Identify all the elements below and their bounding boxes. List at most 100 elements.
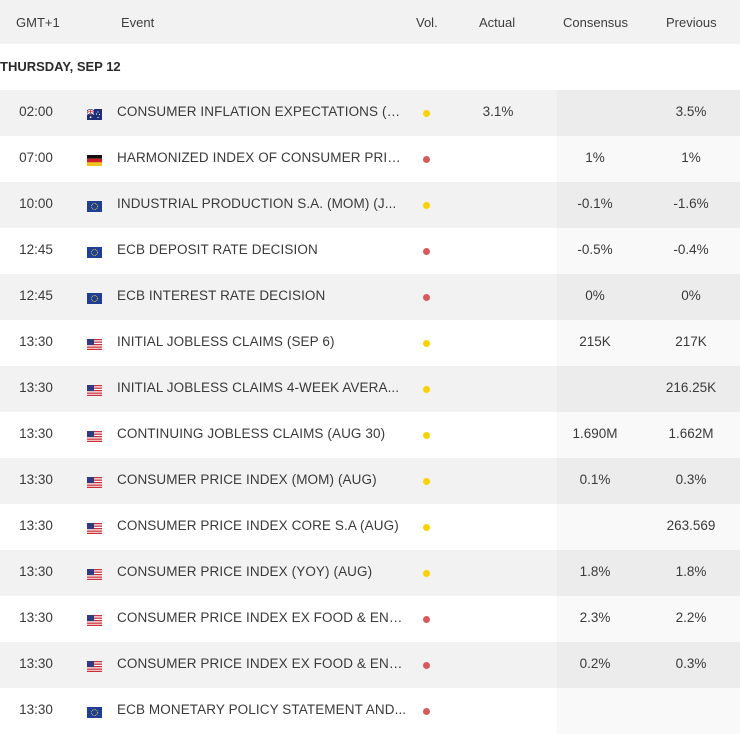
- event-time: 13:30: [19, 380, 53, 395]
- event-name[interactable]: HARMONIZED INDEX OF CONSUMER PRIC...: [117, 150, 407, 165]
- us-flag-icon: [87, 476, 102, 488]
- volatility-dot-icon: [423, 616, 430, 623]
- event-name[interactable]: ECB MONETARY POLICY STATEMENT AND...: [117, 702, 407, 717]
- event-time: 12:45: [19, 288, 53, 303]
- event-column-header: Event: [121, 15, 155, 30]
- event-name[interactable]: INITIAL JOBLESS CLAIMS 4-WEEK AVERA...: [117, 380, 400, 395]
- actual-column-header: Actual: [479, 15, 516, 30]
- event-name[interactable]: CONSUMER PRICE INDEX CORE S.A (AUG): [117, 518, 399, 533]
- consensus-value: 215K: [579, 334, 611, 349]
- values-shade: [557, 688, 740, 734]
- timezone-header[interactable]: GMT+1: [16, 15, 60, 30]
- event-row[interactable]: 13:30 CONSUMER PRICE INDEX (MOM) (AUG) 0.1…: [0, 458, 740, 504]
- volatility-dot-icon: [423, 708, 430, 715]
- event-row[interactable]: 02:00 CONSUMER INFLATION EXPECTATIONS (S.…: [0, 90, 740, 136]
- event-time: 10:00: [19, 196, 53, 211]
- volatility-dot-icon: [423, 156, 430, 163]
- us-flag-icon: [87, 338, 102, 350]
- consensus-column-header: Consensus: [563, 15, 629, 30]
- consensus-value: 1%: [585, 150, 605, 165]
- consensus-value: 0.1%: [579, 472, 611, 487]
- volatility-dot-icon: [423, 202, 430, 209]
- us-flag-icon: [87, 430, 102, 442]
- event-row[interactable]: 13:30 CONSUMER PRICE INDEX EX FOOD & ENE.…: [0, 596, 740, 642]
- event-time: 13:30: [19, 518, 53, 533]
- de-flag-icon: [87, 154, 102, 166]
- event-time: 07:00: [19, 150, 53, 165]
- previous-value: 1.8%: [675, 564, 707, 579]
- volatility-dot-icon: [423, 110, 430, 117]
- event-row[interactable]: 07:00 HARMONIZED INDEX OF CONSUMER PRIC..…: [0, 136, 740, 182]
- event-time: 12:45: [19, 242, 53, 257]
- volatility-dot-icon: [423, 432, 430, 439]
- previous-column-header: Previous: [666, 15, 717, 30]
- consensus-value: 0%: [585, 288, 605, 303]
- day-heading: THURSDAY, SEP 12: [0, 44, 740, 90]
- eu-flag-icon: [87, 706, 102, 718]
- volatility-dot-icon: [423, 478, 430, 485]
- event-time: 13:30: [19, 702, 53, 717]
- event-list: 02:00 CONSUMER INFLATION EXPECTATIONS (S.…: [0, 90, 740, 734]
- volatility-dot-icon: [423, 662, 430, 669]
- event-row[interactable]: 13:30 CONTINUING JOBLESS CLAIMS (AUG 30) 1…: [0, 412, 740, 458]
- us-flag-icon: [87, 614, 102, 626]
- day-label: THURSDAY, SEP 12: [0, 59, 121, 74]
- event-time: 02:00: [19, 104, 53, 119]
- event-row[interactable]: 12:45 ECB INTEREST RATE DECISION 0% 0%: [0, 274, 740, 320]
- previous-value: -1.6%: [673, 196, 709, 211]
- us-flag-icon: [87, 384, 102, 396]
- eu-flag-icon: [87, 200, 102, 212]
- volatility-dot-icon: [423, 386, 430, 393]
- consensus-value: -0.1%: [577, 196, 613, 211]
- volatility-dot-icon: [423, 294, 430, 301]
- volatility-column-header: Vol.: [416, 15, 438, 30]
- event-name[interactable]: INITIAL JOBLESS CLAIMS (SEP 6): [117, 334, 335, 349]
- event-time: 13:30: [19, 564, 53, 579]
- consensus-value: 0.2%: [579, 656, 611, 671]
- previous-value: 2.2%: [675, 610, 707, 625]
- consensus-value: -0.5%: [577, 242, 613, 257]
- previous-value: 1.662M: [668, 426, 714, 441]
- event-row[interactable]: 13:30 CONSUMER PRICE INDEX (YOY) (AUG) 1.8…: [0, 550, 740, 596]
- event-name[interactable]: INDUSTRIAL PRODUCTION S.A. (MOM) (J...: [117, 196, 397, 211]
- consensus-value: 2.3%: [579, 610, 611, 625]
- event-name[interactable]: CONSUMER PRICE INDEX EX FOOD & ENE...: [117, 610, 407, 625]
- event-row[interactable]: 13:30 ECB MONETARY POLICY STATEMENT AND..…: [0, 688, 740, 734]
- event-name[interactable]: ECB DEPOSIT RATE DECISION: [117, 242, 318, 257]
- event-name[interactable]: CONSUMER PRICE INDEX (MOM) (AUG): [117, 472, 377, 487]
- consensus-value: 1.8%: [579, 564, 611, 579]
- event-name[interactable]: CONSUMER PRICE INDEX EX FOOD & ENE...: [117, 656, 407, 671]
- eu-flag-icon: [87, 292, 102, 304]
- previous-value: 0.3%: [675, 656, 707, 671]
- previous-value: 217K: [675, 334, 707, 349]
- volatility-dot-icon: [423, 524, 430, 531]
- previous-value: 1%: [681, 150, 701, 165]
- previous-value: 0%: [681, 288, 701, 303]
- event-name[interactable]: CONTINUING JOBLESS CLAIMS (AUG 30): [117, 426, 386, 441]
- actual-value: 3.1%: [482, 104, 514, 119]
- previous-value: 216.25K: [665, 380, 717, 395]
- volatility-dot-icon: [423, 570, 430, 577]
- previous-value: 3.5%: [675, 104, 707, 119]
- volatility-dot-icon: [423, 248, 430, 255]
- event-row[interactable]: 13:30 INITIAL JOBLESS CLAIMS 4-WEEK AVERA…: [0, 366, 740, 412]
- au-flag-icon: [86, 108, 102, 120]
- table-header: GMT+1 Event Vol. Actual Consensus Previo…: [0, 0, 740, 44]
- event-name[interactable]: CONSUMER INFLATION EXPECTATIONS (S...: [117, 104, 407, 119]
- event-row[interactable]: 13:30 INITIAL JOBLESS CLAIMS (SEP 6) 215K 2…: [0, 320, 740, 366]
- previous-value: 0.3%: [675, 472, 707, 487]
- volatility-dot-icon: [423, 340, 430, 347]
- event-row[interactable]: 13:30 CONSUMER PRICE INDEX EX FOOD & ENE.…: [0, 642, 740, 688]
- us-flag-icon: [87, 568, 102, 580]
- event-time: 13:30: [19, 426, 53, 441]
- event-time: 13:30: [19, 334, 53, 349]
- event-time: 13:30: [19, 656, 53, 671]
- event-name[interactable]: CONSUMER PRICE INDEX (YOY) (AUG): [117, 564, 373, 579]
- event-row[interactable]: 10:00 INDUSTRIAL PRODUCTION S.A. (MOM) (J…: [0, 182, 740, 228]
- event-row[interactable]: 13:30 CONSUMER PRICE INDEX CORE S.A (AUG)…: [0, 504, 740, 550]
- previous-value: -0.4%: [673, 242, 709, 257]
- consensus-value: 1.690M: [572, 426, 618, 441]
- event-name[interactable]: ECB INTEREST RATE DECISION: [117, 288, 326, 303]
- previous-value: 263.569: [666, 518, 716, 533]
- event-row[interactable]: 12:45 ECB DEPOSIT RATE DECISION -0.5% -0.4%: [0, 228, 740, 274]
